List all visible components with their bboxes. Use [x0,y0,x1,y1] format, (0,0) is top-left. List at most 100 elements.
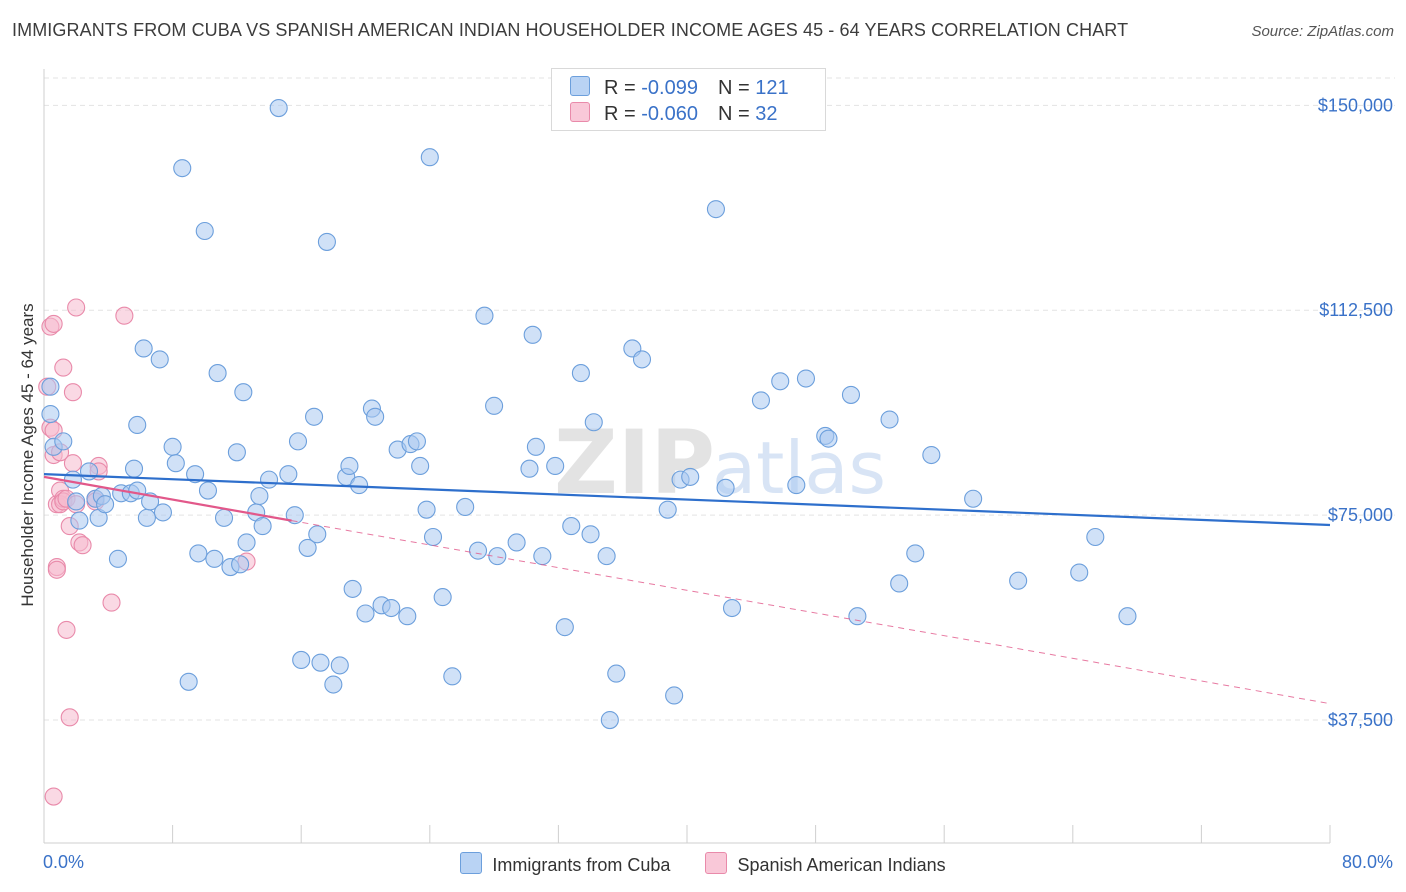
point-immigrants-from-cuba [523,325,542,344]
watermark-atlas: atlas [712,426,886,510]
point-immigrants-from-cuba [796,369,816,388]
point-immigrants-from-cuba [706,200,725,219]
point-immigrants-from-cuba [108,549,127,568]
point-immigrants-from-cuba [398,607,417,626]
legend-swatch-cuba [570,76,590,96]
legend-n-value-spanish: 32 [755,103,778,125]
point-immigrants-from-cuba [411,456,430,476]
point-immigrants-from-cuba [350,476,369,495]
point-immigrants-from-cuba [41,377,60,396]
point-immigrants-from-cuba [343,579,362,598]
point-immigrants-from-cuba [443,667,462,686]
point-immigrants-from-cuba [906,544,925,563]
point-immigrants-from-cuba [366,407,385,426]
point-immigrants-from-cuba [488,547,507,566]
point-immigrants-from-cuba [1070,563,1089,582]
legend-r-label-cuba: R = [604,77,642,99]
point-immigrants-from-cuba [150,350,169,369]
watermark: ZIP atlas [554,411,886,514]
point-immigrants-from-cuba [166,454,185,473]
point-immigrants-from-cuba [41,405,60,424]
point-immigrants-from-cuba [468,541,488,560]
point-immigrants-from-cuba [475,306,494,325]
point-spanish-american-indians [63,383,82,402]
point-immigrants-from-cuba [292,650,311,669]
point-immigrants-from-cuba [153,503,173,522]
legend-swatch-cuba-bottom [460,852,483,874]
legend-row-spanish: R = -0.060 N = 32 [570,102,785,125]
point-immigrants-from-cuba [526,437,545,456]
point-spanish-american-indians [54,358,73,377]
point-immigrants-from-cuba [324,675,343,694]
y-tick-label: $150,000 [1318,95,1393,115]
legend-n-value-cuba: 121 [755,77,789,99]
point-immigrants-from-cuba [922,445,941,465]
legend-item-cuba: Immigrants from Cuba [460,852,670,876]
point-immigrants-from-cuba [555,618,574,637]
point-spanish-american-indians [44,314,63,333]
stats-legend: R = -0.099 N = 121 R = -0.060 N = 32 [551,68,826,131]
point-immigrants-from-cuba [751,391,770,410]
legend-label-spanish: Spanish American Indians [737,855,946,875]
x-axis-max-label: 80.0% [1341,852,1393,872]
point-spanish-american-indians [47,560,66,579]
point-immigrants-from-cuba [433,588,452,607]
point-immigrants-from-cuba [189,544,208,563]
point-immigrants-from-cuba [382,598,401,618]
point-immigrants-from-cuba [417,500,436,519]
point-immigrants-from-cuba [533,547,552,566]
point-immigrants-from-cuba [70,511,89,530]
point-immigrants-from-cuba [79,462,99,481]
point-immigrants-from-cuba [841,385,861,404]
point-immigrants-from-cuba [308,525,327,544]
point-immigrants-from-cuba [208,364,227,383]
point-immigrants-from-cuba [288,432,308,451]
point-immigrants-from-cuba [128,415,147,435]
point-immigrants-from-cuba [665,686,684,705]
legend-row-cuba: R = -0.099 N = 121 [570,76,789,99]
point-immigrants-from-cuba [1086,527,1105,547]
point-immigrants-from-cuba [607,664,626,683]
y-tick-label: $112,500 [1319,300,1393,320]
point-immigrants-from-cuba [234,383,253,402]
point-immigrants-from-cuba [124,459,144,478]
point-immigrants-from-cuba [456,497,475,516]
y-tick-label: $37,500 [1328,710,1393,730]
point-immigrants-from-cuba [1009,571,1028,590]
point-spanish-american-indians [67,298,86,317]
y-tick-label: $75,000 [1328,505,1393,525]
point-immigrants-from-cuba [305,407,324,426]
legend-swatch-spanish [570,102,590,122]
point-spanish-american-indians [57,620,76,639]
point-immigrants-from-cuba [227,443,246,462]
point-immigrants-from-cuba [520,459,539,478]
point-immigrants-from-cuba [205,549,224,568]
point-immigrants-from-cuba [269,99,288,118]
point-immigrants-from-cuba [597,547,616,566]
axes [43,69,1331,844]
point-immigrants-from-cuba [681,467,700,486]
point-spanish-american-indians [44,787,63,806]
point-immigrants-from-cuba [581,525,600,544]
point-immigrants-from-cuba [890,574,909,593]
point-immigrants-from-cuba [658,500,677,519]
point-immigrants-from-cuba [259,470,279,489]
trend-line-cuba [43,473,1331,527]
point-spanish-american-indians [60,708,79,727]
point-immigrants-from-cuba [195,221,214,241]
legend-r-value-cuba: -0.099 [641,77,698,99]
point-immigrants-from-cuba [819,429,838,448]
point-immigrants-from-cuba [330,656,349,675]
legend-n-label-cuba: N = [717,77,756,99]
point-immigrants-from-cuba [214,508,234,527]
point-immigrants-from-cuba [787,476,806,495]
point-immigrants-from-cuba [771,372,790,391]
point-immigrants-from-cuba [253,517,272,536]
point-spanish-american-indians [102,593,121,612]
point-spanish-american-indians [63,454,82,473]
point-immigrants-from-cuba [420,148,439,167]
point-immigrants-from-cuba [317,232,336,251]
point-immigrants-from-cuba [722,598,742,618]
point-immigrants-from-cuba [356,604,375,623]
